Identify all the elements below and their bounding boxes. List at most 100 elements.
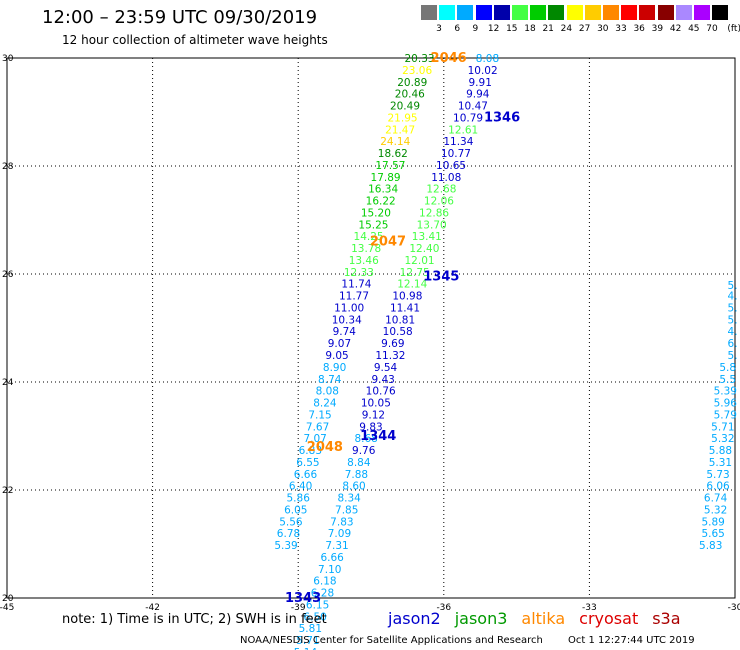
- data-point-jason3: 8.90: [323, 362, 346, 374]
- colorbar-swatch: [457, 5, 474, 20]
- x-tick-label: -39: [291, 603, 306, 613]
- data-point-jason2: 11.34: [443, 136, 473, 148]
- data-point-jason2: 10.02: [468, 65, 498, 77]
- data-point-jason2: 12.68: [426, 184, 456, 196]
- data-point-jason2: 12.06: [424, 196, 454, 208]
- data-point-jason2: 9.83: [359, 421, 382, 433]
- colorbar-swatch: [675, 5, 692, 20]
- data-point-jason2: 7.31: [325, 540, 348, 552]
- data-point-s3a: 5.96: [714, 398, 738, 410]
- colorbar-tick-label: 21: [542, 24, 554, 34]
- y-tick-label: 28: [2, 162, 14, 172]
- plot-frame: [6, 57, 736, 599]
- data-point-jason2: 6.15: [306, 599, 329, 611]
- data-point-jason3: 8.08: [316, 386, 339, 398]
- y-tick-label: 22: [2, 486, 13, 496]
- data-point-jason3: 10.34: [332, 314, 362, 326]
- footer-note: note: 1) Time is in UTC; 2) SWH is in fe…: [62, 612, 327, 627]
- data-point-s3a: 5.32: [711, 433, 734, 445]
- legend-altika: altika: [521, 609, 566, 628]
- pass-time-label: 1345: [423, 270, 459, 285]
- generated-timestamp: Oct 1 12:27:44 UTC 2019: [568, 635, 695, 646]
- data-point-jason3: 21.95: [388, 112, 418, 124]
- data-point-jason2: 8.08: [476, 53, 499, 65]
- data-point-jason2: 7.10: [318, 564, 341, 576]
- x-tick-label: -33: [582, 603, 597, 613]
- data-point-jason2: 12.61: [448, 124, 478, 136]
- data-point-s3a: 5.79: [714, 409, 737, 421]
- data-point-jason3: 13.78: [351, 243, 381, 255]
- data-point-jason3: 9.74: [333, 326, 357, 338]
- data-point-jason3: 6.78: [277, 528, 300, 540]
- pass-time-label: 1344: [360, 429, 396, 444]
- colorbar-swatch: [566, 5, 583, 20]
- pass-time-label: 1343: [285, 591, 321, 606]
- data-point-jason2: 10.98: [392, 291, 422, 303]
- data-point-jason3: 13.46: [349, 255, 379, 267]
- data-point-jason2: 12.86: [419, 207, 449, 219]
- data-point-jason2: 10.79: [453, 112, 483, 124]
- data-point-jason2: 10.47: [458, 101, 488, 113]
- data-point-jason2: 9.69: [381, 338, 404, 350]
- data-point-jason2: 10.05: [361, 398, 391, 410]
- data-point-jason2: 12.40: [409, 243, 439, 255]
- colorbar-tick-label: 33: [615, 24, 627, 34]
- data-point-jason2: 9.12: [362, 409, 385, 421]
- credit-text: NOAA/NESDIS Center for Satellite Applica…: [240, 635, 543, 646]
- data-point-jason2: 9.76: [352, 445, 376, 457]
- data-point-jason3: 5.39: [274, 540, 297, 552]
- colorbar-swatch: [657, 5, 674, 20]
- data-point-jason3: 24.14: [380, 136, 410, 148]
- colorbar-tick-label: 30: [597, 24, 609, 34]
- data-point-jason3: 17.89: [371, 172, 401, 184]
- legend-cryosat: cryosat: [579, 609, 639, 628]
- x-tick-label: -30: [728, 603, 740, 613]
- data-point-s3a: 5.: [728, 350, 738, 362]
- pass-time-label: 2048: [307, 440, 343, 455]
- colorbar-tick-label: 9: [472, 24, 479, 34]
- data-point-jason2: 7.83: [330, 516, 353, 528]
- data-point-jason3: 5.86: [287, 493, 311, 505]
- colorbar-swatch: [694, 5, 710, 20]
- legend-s3a: s3a: [652, 609, 681, 628]
- data-point-jason2: 6.50: [303, 611, 326, 623]
- data-point-s3a: 5.: [728, 302, 738, 314]
- pass-time-label: 2047: [370, 235, 406, 250]
- data-point-jason2: 6.66: [320, 552, 344, 564]
- data-point-jason2: 8.34: [337, 493, 361, 505]
- data-point-jason2: 13.70: [417, 219, 447, 231]
- y-tick-label: 30: [2, 54, 14, 64]
- data-point-jason3: 16.22: [366, 196, 396, 208]
- data-point-s3a: 5.: [728, 314, 738, 326]
- y-tick-label: 20: [2, 594, 14, 604]
- colorbar-swatch: [584, 5, 601, 20]
- data-point-jason3: 14.25: [354, 231, 384, 243]
- colorbar-tick-label: (ft): [727, 24, 740, 34]
- satellite-legend: jason2 jason3 altika cryosat s3a: [388, 609, 695, 628]
- colorbar-tick-label: 70: [706, 24, 718, 34]
- data-point-s3a: 5.31: [709, 457, 732, 469]
- chart-title: 12:00 – 23:59 UTC 09/30/2019: [42, 7, 318, 28]
- colorbar-tick-label: 6: [454, 24, 461, 34]
- data-point-jason2: 6.28: [311, 588, 334, 600]
- data-point-s3a: 5.32: [704, 504, 727, 516]
- colorbar-tick-label: 3: [436, 24, 442, 34]
- colorbar-tick-label: 12: [487, 24, 500, 34]
- colorbar-tick-label: 42: [669, 24, 682, 34]
- x-tick-label: -45: [0, 603, 14, 613]
- y-tick-label: 26: [2, 270, 14, 280]
- data-point-s3a: 5.73: [706, 469, 729, 481]
- pass-time-label: 2046: [431, 51, 467, 66]
- data-point-jason3: 23.06: [402, 65, 432, 77]
- data-point-jason3: 11.00: [334, 302, 364, 314]
- data-point-jason2: 10.76: [366, 386, 396, 398]
- data-point-jason3: 6.66: [294, 469, 318, 481]
- data-point-jason2: 9.54: [374, 362, 398, 374]
- data-point-jason2: 12.14: [397, 279, 427, 291]
- data-point-s3a: 5.5: [719, 374, 736, 386]
- data-point-jason2: 7.09: [328, 528, 351, 540]
- data-point-jason3: 18.62: [378, 148, 408, 160]
- data-point-jason3: 9.07: [328, 338, 351, 350]
- colorbar-swatch: [603, 5, 619, 20]
- data-point-jason3: 6.55: [296, 457, 319, 469]
